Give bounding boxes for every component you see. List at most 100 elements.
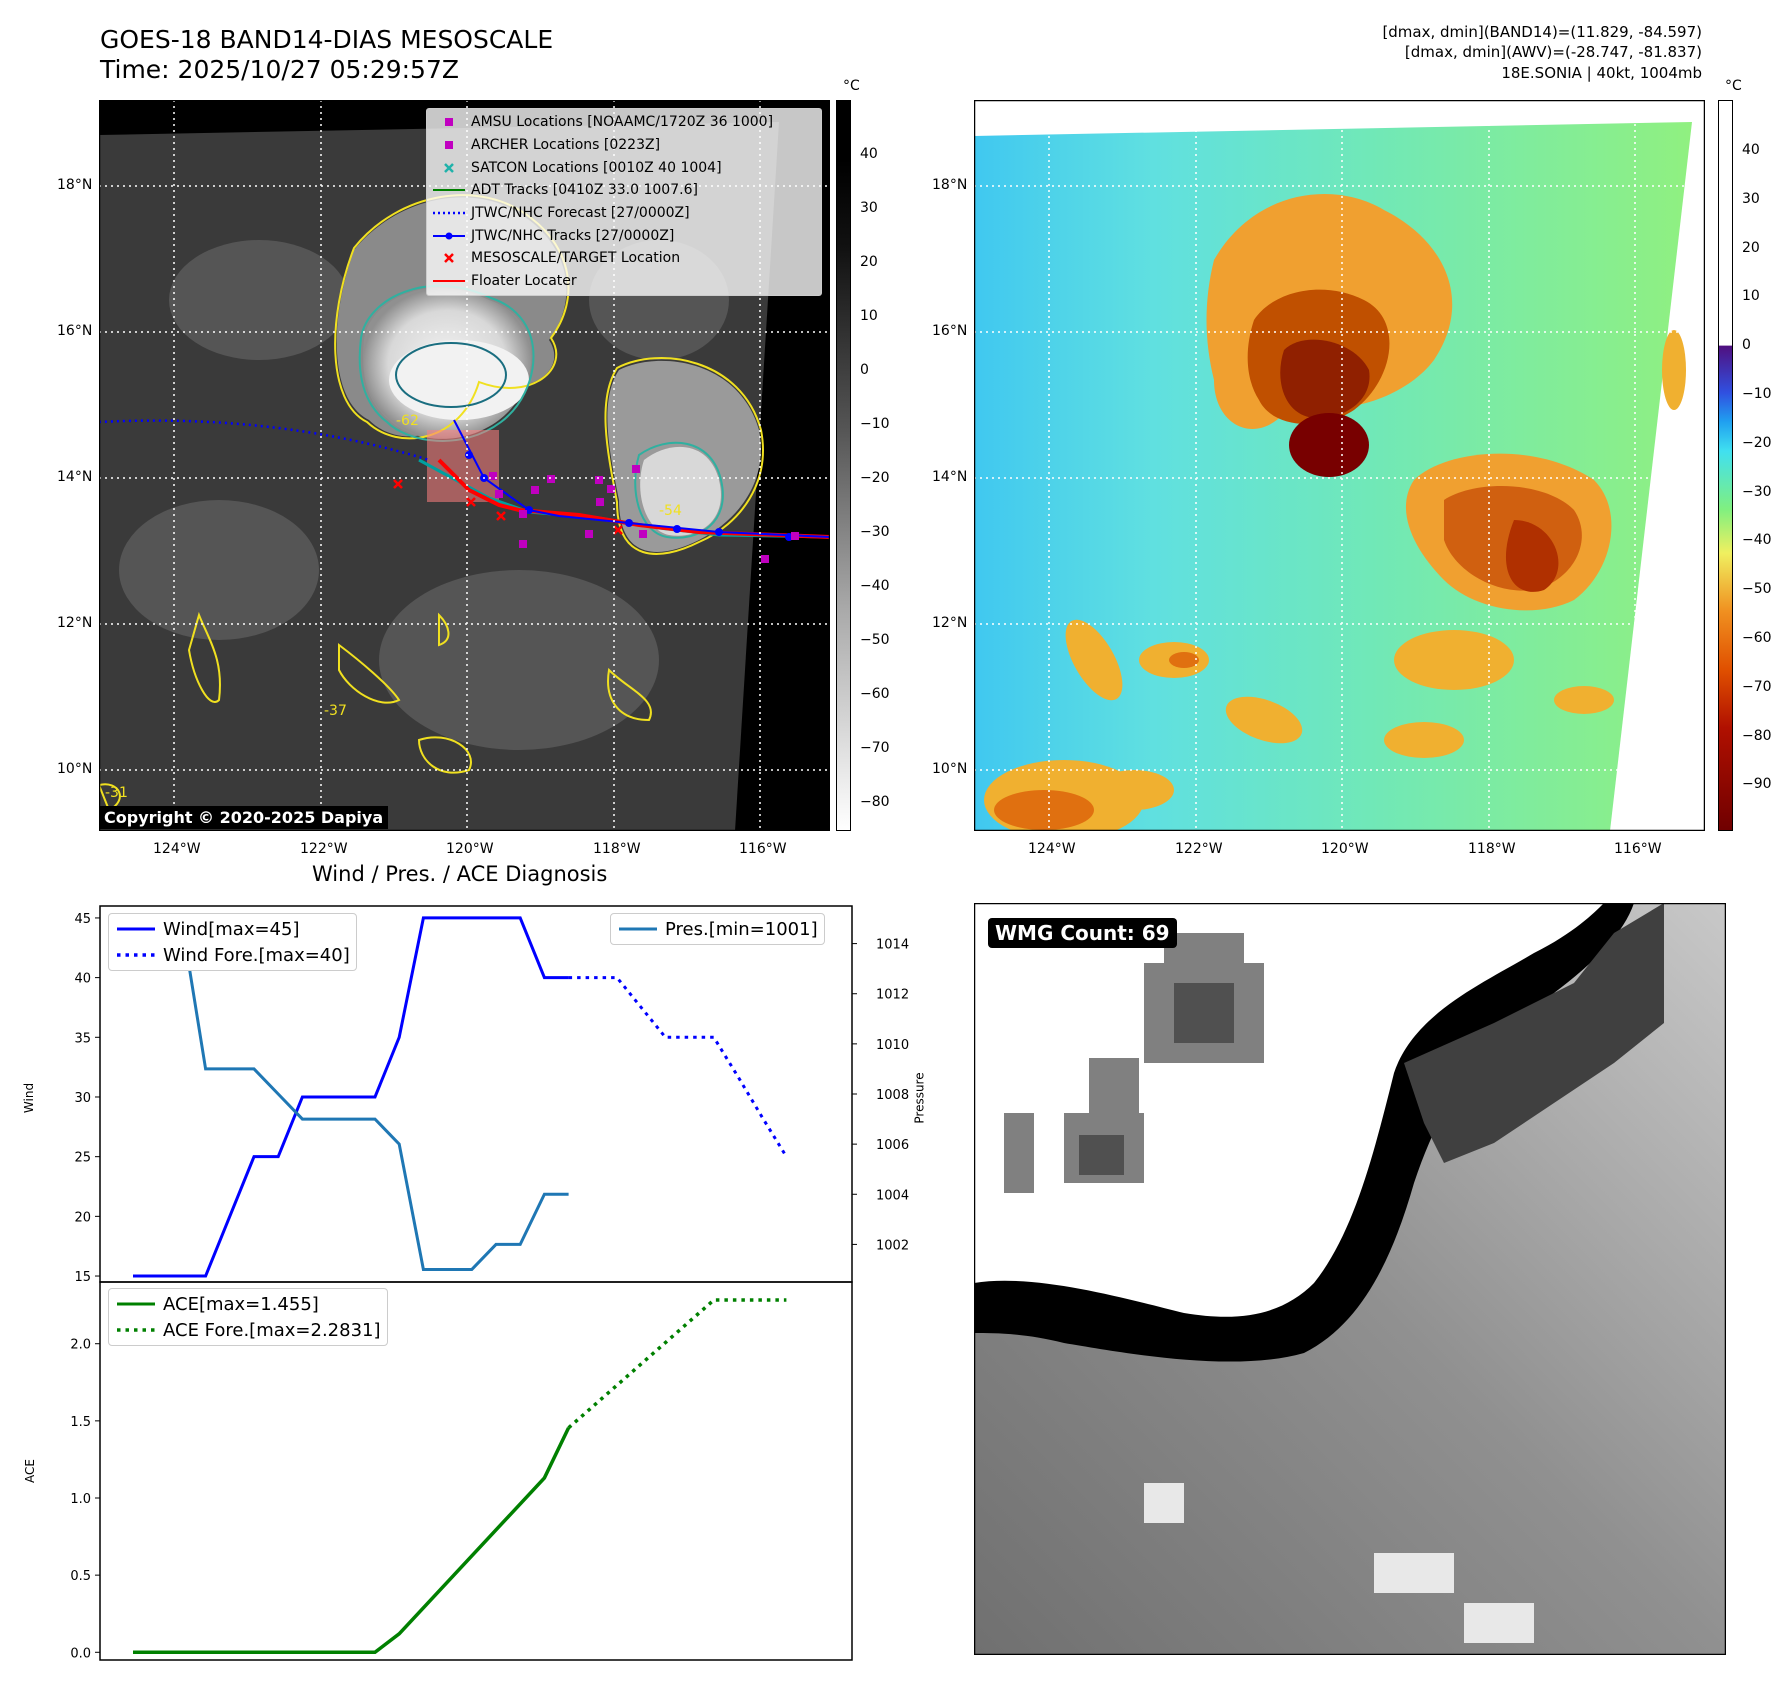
colorbar-tick-label: 20	[1742, 239, 1760, 256]
ir-colorbar	[836, 100, 851, 831]
colorbar-tick-label: 10	[1742, 288, 1760, 305]
lat-label: 12°N	[932, 615, 968, 631]
contour-label: -31	[105, 785, 128, 801]
colorbar-tick-label: −50	[1742, 581, 1772, 598]
ace-y-tick-label: 0.0	[70, 1646, 91, 1661]
legend-item: Floater Locater	[433, 273, 577, 290]
pressure-y-tick-label: 1010	[876, 1038, 909, 1053]
lon-label: 116°W	[1614, 841, 1662, 857]
legend-item: Wind Fore.[max=40]	[117, 944, 350, 966]
colorbar-tick-label: −60	[1742, 630, 1772, 646]
lat-label: 18°N	[932, 177, 968, 193]
contour-label: -62	[396, 413, 419, 429]
pressure-y-tick-label: 1004	[876, 1188, 909, 1203]
ace-y-tick-label: 1.0	[70, 1492, 91, 1507]
wind-y-tick-label: 30	[74, 1091, 91, 1106]
colorbar-tick-label: −70	[860, 740, 890, 756]
lat-label: 14°N	[932, 469, 968, 485]
legend-item: ACE Fore.[max=2.2831]	[117, 1319, 381, 1341]
lon-label: 118°W	[593, 841, 641, 857]
pressure-legend: Pres.[min=1001]	[610, 913, 825, 945]
dmax-band14-info: [dmax, dmin](BAND14)=(11.829, -84.597)	[1382, 23, 1702, 41]
ir-legend: AMSU Locations [NOAAMC/1720Z 36 1000] AR…	[426, 108, 822, 296]
colorbar-tick-label: −70	[1742, 678, 1772, 695]
wind-y-tick-label: 20	[74, 1210, 91, 1225]
wind-y-tick-label: 35	[74, 1031, 91, 1046]
colorbar-tick-label: −20	[860, 470, 890, 486]
ace-y-tick-label: 2.0	[70, 1338, 91, 1353]
series-line	[567, 1298, 787, 1430]
lon-label: 120°W	[446, 841, 494, 857]
series-line	[133, 1427, 571, 1655]
legend-item: SATCON Locations [0010Z 40 1004]	[427, 156, 821, 179]
wmg-count-badge: WMG Count: 69	[988, 918, 1177, 948]
colorbar-unit: °C	[1725, 78, 1742, 94]
colorbar-tick-label: −60	[860, 686, 890, 702]
floater-locater-track	[437, 458, 830, 539]
dmax-awv-info: [dmax, dmin](AWV)=(-28.747, -81.837)	[1404, 43, 1702, 61]
time-label: Time: 2025/10/27 05:29:57Z	[100, 55, 459, 84]
series-line	[133, 917, 569, 1271]
lon-label: 118°W	[1468, 841, 1516, 857]
wmg-panel	[974, 903, 1726, 1655]
target-markers	[393, 479, 623, 535]
lat-label: 10°N	[932, 761, 968, 777]
colorbar-tick-label: −30	[1742, 483, 1772, 500]
wind-y-tick-label: 45	[74, 912, 91, 927]
colorbar-tick-label: 30	[860, 200, 878, 216]
lon-label: 116°W	[739, 841, 787, 857]
colorbar-tick-label: 40	[860, 146, 878, 162]
lat-label: 16°N	[57, 323, 93, 339]
legend-item: ADT Tracks [0410Z 33.0 1007.6]	[433, 182, 698, 199]
wind-y-tick-label: 25	[74, 1151, 91, 1166]
legend-item: Pres.[min=1001]	[619, 918, 818, 940]
lat-label: 10°N	[57, 761, 93, 777]
legend-item: JTWC/NHC Forecast [27/0000Z]	[433, 205, 690, 222]
pressure-y-tick-label: 1002	[876, 1238, 909, 1253]
pressure-y-tick-label: 1012	[876, 988, 909, 1003]
ace-legend: ACE[max=1.455] ACE Fore.[max=2.2831]	[108, 1288, 388, 1346]
legend-item: ARCHER Locations [0223Z]	[427, 134, 821, 157]
legend-item: Wind[max=45]	[117, 918, 300, 940]
wind-y-tick-label: 40	[74, 972, 91, 987]
wind-y-tick-label: 15	[74, 1270, 91, 1285]
colorbar-tick-label: −40	[1742, 532, 1772, 549]
colorbar-tick-label: −30	[860, 524, 890, 540]
colorbar-tick-label: −20	[1742, 434, 1772, 451]
colorbar-tick-label: −10	[1742, 386, 1772, 402]
wind-legend: Wind[max=45] Wind Fore.[max=40]	[108, 913, 357, 971]
colorbar-unit: °C	[843, 78, 860, 94]
lat-label: 12°N	[57, 615, 93, 631]
legend-item: JTWC/NHC Tracks [27/0000Z]	[427, 224, 821, 247]
awv-map-panel	[974, 100, 1705, 831]
colorbar-tick-label: −40	[860, 578, 890, 594]
pressure-y-tick-label: 1006	[876, 1138, 909, 1153]
series-line	[133, 916, 569, 1278]
colorbar-tick-label: −80	[860, 794, 890, 810]
ace-y-tick-label: 0.5	[70, 1569, 91, 1584]
lon-label: 122°W	[300, 841, 348, 857]
chart-title: GOES-18 BAND14-DIAS MESOSCALE	[100, 25, 554, 54]
lon-label: 122°W	[1175, 841, 1223, 857]
legend-item: ACE[max=1.455]	[117, 1293, 319, 1315]
mesoscale-target-box	[427, 430, 499, 502]
colorbar-tick-label: −10	[860, 416, 890, 432]
copyright-label: Copyright © 2020-2025 Dapiya	[99, 806, 389, 829]
colorbar-tick-label: 0	[860, 362, 869, 378]
legend-item: MESOSCALE/TARGET Location	[427, 247, 821, 270]
pressure-y-tick-label: 1014	[876, 938, 909, 953]
pressure-y-tick-label: 1008	[876, 1088, 909, 1103]
lat-label: 18°N	[57, 177, 93, 193]
lat-label: 14°N	[57, 469, 93, 485]
lon-label: 124°W	[1028, 841, 1076, 857]
colorbar-tick-label: 20	[860, 254, 878, 270]
lon-label: 124°W	[153, 841, 201, 857]
ace-plot-frame	[99, 1281, 853, 1661]
storm-info: 18E.SONIA | 40kt, 1004mb	[1501, 64, 1702, 82]
lon-label: 120°W	[1321, 841, 1369, 857]
colorbar-tick-label: −80	[1742, 727, 1772, 744]
contour-label: -37	[324, 703, 347, 719]
colorbar-tick-label: 40	[1742, 142, 1760, 158]
series-line	[568, 976, 788, 1158]
